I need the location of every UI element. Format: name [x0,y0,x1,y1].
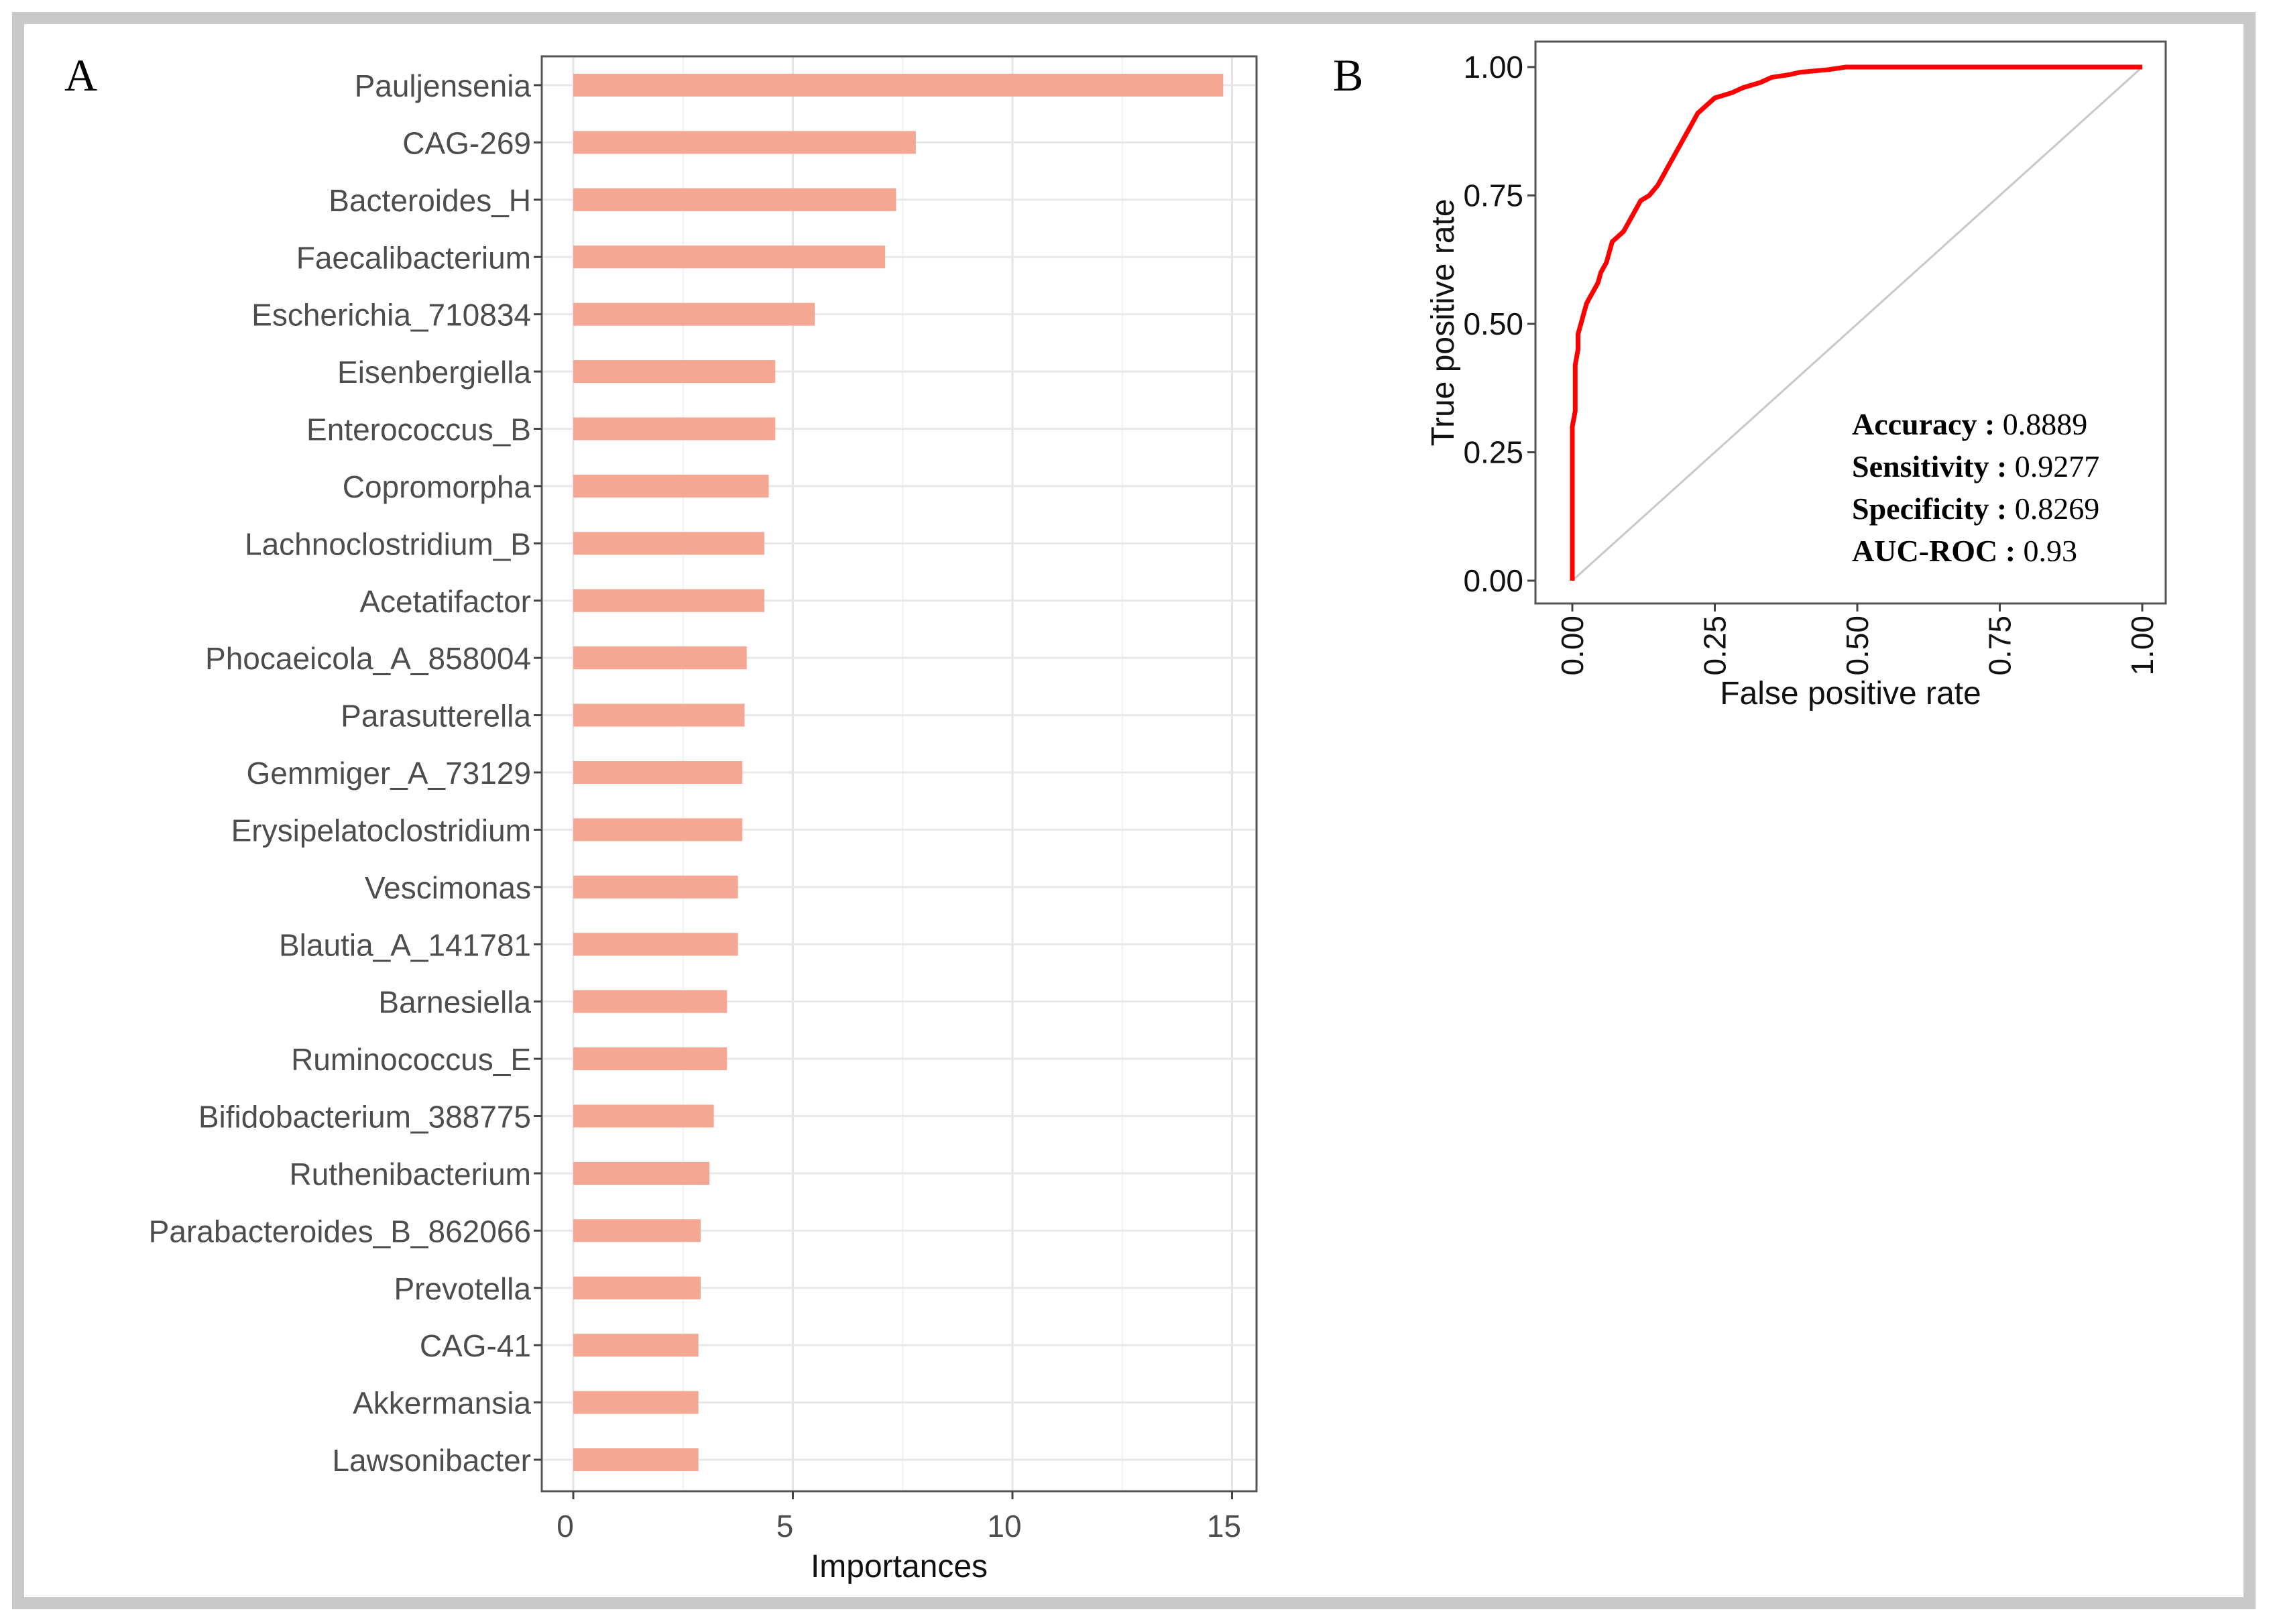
panel-a-label: A [64,50,97,101]
roc-x-ticks: 0.00 0.25 0.50 0.75 1.00 [1555,603,2160,676]
bar [573,188,896,211]
roc-plot-area [1534,40,2167,605]
x-tick-label: 0 [557,1509,574,1544]
category-label: Prevotella [394,1271,531,1306]
metric-value: 0.8889 [1995,407,2087,441]
bar [573,1104,714,1128]
category-label: Phocaeicola_A_858004 [205,641,531,676]
bar-chart-category-labels: Pauljensenia CAG-269 Bacteroides_H Faecalib… [149,68,542,1478]
x-tick-label: 0.00 [1555,616,1590,676]
bar [573,646,747,670]
category-label: CAG-41 [420,1328,531,1363]
panel-b: B 0.00 0.25 0.50 0.75 1.00 0.00 0.25 0.50 0.75 1… [1333,40,2167,711]
bar [573,1219,701,1242]
y-tick-label: 1.00 [1463,50,1523,84]
x-tick-label: 0.75 [1983,616,2018,676]
category-label: Eisenbergiella [337,355,531,390]
roc-x-axis-title: False positive rate [1720,676,1981,711]
category-label: Vescimonas [365,870,531,905]
metric-annotation: Sensitivity : 0.9277 [1852,449,2099,483]
y-tick-label: 0.25 [1463,435,1523,470]
x-tick-label: 0.50 [1840,616,1875,676]
category-label: Blautia_A_141781 [279,927,531,962]
category-label: Barnesiella [378,985,531,1020]
bar [573,1276,701,1299]
category-label: Escherichia_710834 [251,298,531,333]
category-label: Ruminococcus_E [291,1042,531,1077]
bar-chart-bars [573,74,1224,1471]
metric-label: Sensitivity : [1852,449,2007,483]
panel-a: A Pauljensenia CAG-269 Bacteroides_H Faecal… [64,50,1258,1584]
bar [573,1391,699,1414]
bar [573,990,727,1013]
bar [573,818,743,842]
y-tick-label: 0.75 [1463,178,1523,213]
bar-chart-x-axis-title: Importances [811,1549,988,1584]
category-label: Copromorpha [343,469,532,504]
category-label: Acetatifactor [359,584,531,619]
category-label: Akkermansia [353,1386,531,1421]
x-tick-label: 5 [776,1509,794,1544]
chance-diagonal [1571,66,2144,582]
category-label: Bifidobacterium_388775 [198,1100,531,1135]
x-tick-label: 15 [1207,1509,1241,1544]
metric-value: 0.9277 [2007,449,2099,483]
bar [573,1047,727,1071]
category-label: Faecalibacterium [296,240,531,275]
category-label: Parasutterella [341,699,531,734]
bar [573,74,1224,97]
metric-label: Accuracy : [1852,407,1995,441]
bar [573,1448,699,1471]
metric-label: AUC-ROC : [1852,534,2016,568]
bar [573,933,738,956]
metric-label: Specificity : [1852,491,2007,526]
panel-b-label: B [1333,50,1363,101]
bar [573,131,916,154]
bar-chart-gridlines [543,58,1255,1490]
metric-annotation: Accuracy : 0.8889 [1852,407,2087,441]
bar [573,302,815,326]
category-label: Gemmiger_A_73129 [247,756,531,791]
bar [573,761,743,784]
category-label: Lachnoclostridium_B [245,526,531,561]
x-tick-label: 1.00 [2125,616,2160,676]
metric-annotation: Specificity : 0.8269 [1852,491,2099,526]
roc-y-axis-title: True positive rate [1425,198,1461,446]
metric-value: 0.93 [2016,534,2077,568]
category-label: Enterococcus_B [306,412,531,447]
bar [573,875,738,898]
bar [573,474,769,498]
metric-annotation: AUC-ROC : 0.93 [1852,534,2077,568]
bar [573,1334,699,1357]
bar-chart-x-ticks: 0 5 10 15 [557,1491,1241,1544]
category-label: CAG-269 [402,125,531,160]
metric-value: 0.8269 [2007,491,2099,526]
x-tick-label: 0.25 [1698,616,1733,676]
category-label: Bacteroides_H [329,183,531,218]
bar [573,245,886,269]
roc-lines [1570,64,2144,582]
roc-curve [1570,64,2142,581]
bar [573,703,745,727]
y-tick-label: 0.50 [1463,306,1523,341]
category-label: Lawsonibacter [332,1443,531,1478]
bar [573,532,764,555]
y-tick-label: 0.00 [1463,563,1523,598]
bar [573,360,776,384]
category-label: Pauljensenia [355,68,532,103]
x-tick-label: 10 [987,1509,1021,1544]
category-label: Parabacteroides_B_862066 [149,1214,531,1249]
bar [573,417,776,441]
category-label: Ruthenibacterium [289,1157,531,1192]
bar [573,589,764,612]
category-label: Erysipelatoclostridium [231,813,531,848]
bar [573,1161,710,1185]
roc-y-ticks: 0.00 0.25 0.50 0.75 1.00 [1463,50,1535,598]
